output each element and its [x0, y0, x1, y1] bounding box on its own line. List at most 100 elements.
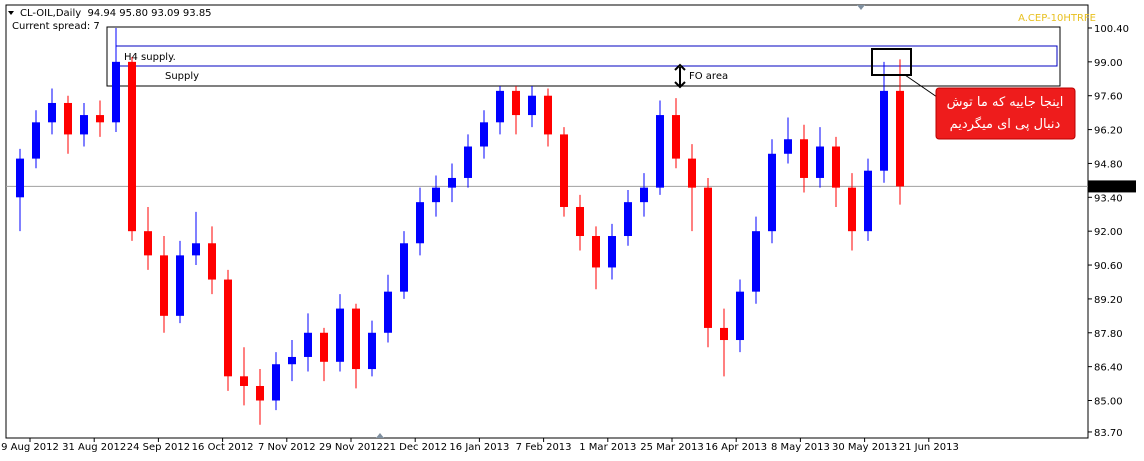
candle-body — [336, 308, 344, 362]
zone-label: Supply — [165, 71, 199, 82]
callout-pointer — [904, 74, 938, 98]
candle-body — [640, 187, 648, 203]
candle-body — [160, 255, 168, 316]
candle-body — [304, 332, 312, 357]
candle-body — [80, 115, 88, 135]
x-tick-label: 31 Aug 2012 — [62, 442, 126, 453]
candle-body — [544, 95, 552, 135]
callout-box — [935, 87, 1076, 140]
x-tick-label: 16 Oct 2012 — [192, 442, 254, 453]
candle-body — [432, 187, 440, 203]
y-tick-label: 93.40 — [1094, 193, 1123, 204]
y-tick-label: 85.00 — [1094, 397, 1123, 408]
callout-text: دنبال پی ای میگردیم — [950, 116, 1061, 132]
x-tick-label: 16 Jan 2013 — [449, 442, 509, 453]
y-tick-label: 89.20 — [1094, 295, 1123, 306]
candle-body — [208, 243, 216, 280]
candle-body — [880, 90, 888, 171]
candle-body — [48, 102, 56, 123]
candle-body — [736, 291, 744, 341]
y-tick-label: 100.40 — [1094, 24, 1129, 35]
x-tick-label: 9 Aug 2012 — [1, 442, 59, 453]
candle-body — [656, 115, 664, 188]
plot-frame — [5, 4, 1089, 439]
y-tick-label: 87.80 — [1094, 329, 1123, 340]
candle-body — [448, 177, 456, 188]
candle-body — [576, 206, 584, 237]
candle-body — [592, 236, 600, 268]
candle-body — [256, 385, 264, 401]
candle-body — [896, 90, 904, 187]
candle-body — [768, 153, 776, 232]
candle-body — [64, 102, 72, 135]
zone-label: H4 supply. — [124, 52, 176, 63]
x-tick-label: 7 Nov 2012 — [258, 442, 316, 453]
callout-text: اینجا جاییه که ما توش — [947, 95, 1064, 110]
candle-body — [480, 122, 488, 147]
chart-subtitle: Current spread: 7 — [12, 21, 100, 32]
x-tick-label: 29 Nov 2012 — [319, 442, 383, 453]
candle-body — [416, 202, 424, 244]
shift-marker — [376, 433, 384, 438]
candle-body — [512, 90, 520, 116]
y-tick-label: 94.80 — [1094, 159, 1123, 170]
candle-body — [784, 139, 792, 154]
candle-body — [352, 308, 360, 370]
x-tick-label: 1 Mar 2013 — [579, 442, 636, 453]
arrow-heads — [674, 63, 686, 89]
candle-body — [560, 134, 568, 207]
current-price-label: 93.85 — [1094, 182, 1123, 193]
candle-body — [128, 61, 136, 232]
x-tick-label: 7 Feb 2013 — [516, 442, 572, 453]
watermark: A.CEP-10HTRFE — [1018, 13, 1096, 24]
candle-body — [832, 146, 840, 188]
candle-body — [384, 291, 392, 333]
y-tick-label: 92.00 — [1094, 227, 1123, 238]
x-tick-label: 16 Apr 2013 — [705, 442, 767, 453]
x-tick-label: 24 Sep 2012 — [127, 442, 190, 453]
candle-body — [608, 236, 616, 268]
candle-body — [192, 243, 200, 256]
candle-body — [528, 95, 536, 116]
candle-body — [240, 376, 248, 386]
candle-body — [864, 170, 872, 232]
x-tick-label: 21 Jun 2013 — [899, 442, 959, 453]
candle-body — [704, 187, 712, 328]
candle-body — [752, 231, 760, 292]
candle-body — [688, 158, 696, 188]
x-tick-label: 30 May 2013 — [832, 442, 897, 453]
candle-body — [112, 61, 120, 123]
menu-arrow — [8, 11, 14, 15]
y-tick-label: 99.00 — [1094, 58, 1123, 69]
candle-body — [720, 327, 728, 341]
zone-label: FO area — [689, 71, 728, 82]
y-tick-label: 90.60 — [1094, 261, 1123, 272]
x-tick-label: 21 Dec 2012 — [383, 442, 447, 453]
y-tick-label: 97.60 — [1094, 92, 1123, 103]
candle-body — [400, 243, 408, 292]
candle-body — [272, 364, 280, 401]
highlight-box — [871, 48, 912, 76]
y-tick-label: 86.40 — [1094, 363, 1123, 374]
supply-zone — [106, 26, 1061, 87]
y-tick-label: 83.70 — [1094, 428, 1123, 439]
candle-body — [800, 139, 808, 178]
candle-body — [320, 332, 328, 362]
candle-body — [16, 158, 24, 198]
candle-body — [288, 356, 296, 365]
chart-title: CL-OIL,Daily 94.94 95.80 93.09 93.85 — [20, 8, 212, 19]
candle-body — [464, 146, 472, 178]
candle-body — [32, 122, 40, 159]
x-tick-label: 25 Mar 2013 — [640, 442, 703, 453]
candle-body — [672, 115, 680, 159]
shift-marker — [857, 5, 865, 10]
current-price-tag — [1088, 180, 1136, 193]
candle-body — [496, 90, 504, 123]
candle-body — [96, 115, 104, 123]
candle-body — [224, 279, 232, 377]
candle-body — [368, 332, 376, 370]
candle-body — [848, 187, 856, 232]
